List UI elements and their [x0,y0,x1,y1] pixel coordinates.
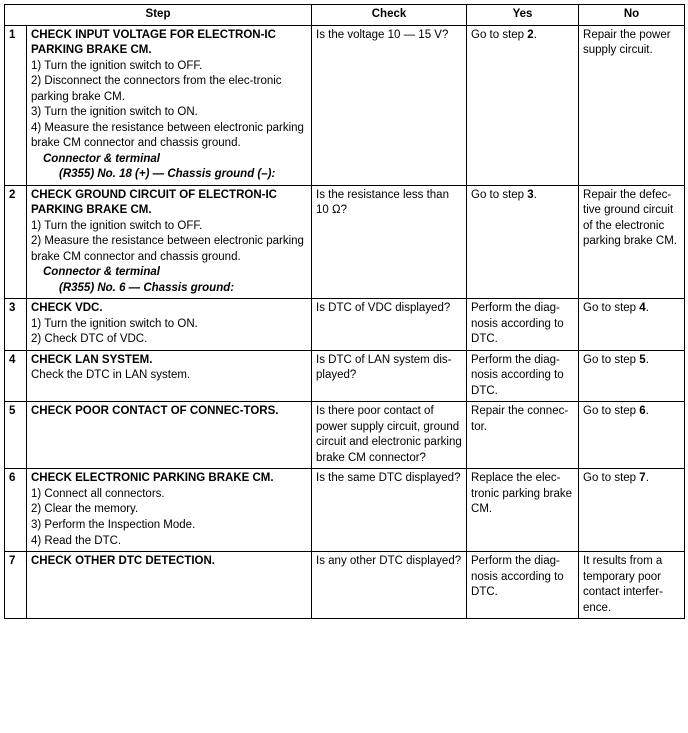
yes-cell: Perform the diag-nosis according to DTC. [467,552,579,619]
no-cell: Go to step 4. [579,299,685,351]
step-number: 5 [5,402,27,469]
table-row: 1CHECK INPUT VOLTAGE FOR ELECTRON-IC PAR… [5,25,685,185]
check-cell: Is the voltage 10 — 15 V? [312,25,467,185]
step-title: CHECK ELECTRONIC PARKING BRAKE CM. [31,472,274,484]
step-title: CHECK LAN SYSTEM. [31,354,152,366]
table-row: 2CHECK GROUND CIRCUIT OF ELECTRON-IC PAR… [5,185,685,299]
step-substep: 2) Clear the memory. [31,502,307,518]
connector-label: Connector & terminal [31,265,307,281]
check-cell: Is any other DTC displayed? [312,552,467,619]
connector-label: Connector & terminal [31,152,307,168]
step-title: CHECK GROUND CIRCUIT OF ELECTRON-IC PARK… [31,189,277,217]
table-row: 6 CHECK ELECTRONIC PARKING BRAKE CM. 1) Co… [5,469,685,552]
step-substep: 2) Measure the resistance between electr… [31,234,307,265]
header-no: No [579,5,685,26]
step-number: 7 [5,552,27,619]
step-number: 3 [5,299,27,351]
yes-cell: Replace the elec-tronic parking brake CM… [467,469,579,552]
no-cell: Go to step 7. [579,469,685,552]
step-substep: 3) Turn the ignition switch to ON. [31,105,307,121]
no-cell: Go to step 5. [579,350,685,402]
no-cell: It results from a temporary poor contact… [579,552,685,619]
step-cell: CHECK GROUND CIRCUIT OF ELECTRON-IC PARK… [27,185,312,299]
yes-cell: Go to step 3. [467,185,579,299]
check-cell: Is the resistance less than 10 Ω? [312,185,467,299]
step-substep: Check the DTC in LAN system. [31,368,307,384]
step-cell: CHECK POOR CONTACT OF CONNEC-TORS. [27,402,312,469]
step-number: 2 [5,185,27,299]
step-substep: 3) Perform the Inspection Mode. [31,518,307,534]
step-title: CHECK INPUT VOLTAGE FOR ELECTRON-IC PARK… [31,29,276,57]
step-cell: CHECK INPUT VOLTAGE FOR ELECTRON-IC PARK… [27,25,312,185]
step-substep: 1) Turn the ignition switch to OFF. [31,59,307,75]
step-substep: 1) Turn the ignition switch to ON. [31,317,307,333]
step-number: 6 [5,469,27,552]
no-cell: Repair the power supply circuit. [579,25,685,185]
step-cell: CHECK LAN SYSTEM. Check the DTC in LAN sy… [27,350,312,402]
step-substep: 2) Disconnect the connectors from the el… [31,74,307,105]
check-cell: Is DTC of LAN system dis-played? [312,350,467,402]
step-number: 1 [5,25,27,185]
connector-terminal: (R355) No. 18 (+) — Chassis ground (–): [31,167,307,183]
yes-cell: Repair the connec-tor. [467,402,579,469]
step-substep: 1) Connect all connectors. [31,487,307,503]
connector-terminal: (R355) No. 6 — Chassis ground: [31,281,307,297]
check-cell: Is the same DTC displayed? [312,469,467,552]
step-substep: 4) Measure the resistance between electr… [31,121,307,152]
check-cell: Is DTC of VDC displayed? [312,299,467,351]
step-cell: CHECK OTHER DTC DETECTION. [27,552,312,619]
table-row: 7 CHECK OTHER DTC DETECTION. Is any other … [5,552,685,619]
step-title: CHECK POOR CONTACT OF CONNEC-TORS. [31,405,278,417]
step-title: CHECK OTHER DTC DETECTION. [31,555,215,567]
table-row: 3 CHECK VDC. 1) Turn the ignition switch t… [5,299,685,351]
step-substep: 4) Read the DTC. [31,534,307,550]
header-check: Check [312,5,467,26]
check-cell: Is there poor contact of power supply ci… [312,402,467,469]
step-cell: CHECK ELECTRONIC PARKING BRAKE CM. 1) Con… [27,469,312,552]
step-cell: CHECK VDC. 1) Turn the ignition switch to… [27,299,312,351]
table-row: 5 CHECK POOR CONTACT OF CONNEC-TORS. Is th… [5,402,685,469]
step-substep: 1) Turn the ignition switch to OFF. [31,219,307,235]
step-substep: 2) Check DTC of VDC. [31,332,307,348]
header-step: Step [5,5,312,26]
diagnostic-table: Step Check Yes No 1CHECK INPUT VOLTAGE F… [4,4,685,619]
yes-cell: Perform the diag-nosis according to DTC. [467,299,579,351]
yes-cell: Go to step 2. [467,25,579,185]
header-yes: Yes [467,5,579,26]
no-cell: Go to step 6. [579,402,685,469]
table-row: 4 CHECK LAN SYSTEM. Check the DTC in LAN s… [5,350,685,402]
header-row: Step Check Yes No [5,5,685,26]
step-title: CHECK VDC. [31,302,103,314]
step-number: 4 [5,350,27,402]
yes-cell: Perform the diag-nosis according to DTC. [467,350,579,402]
no-cell: Repair the defec-tive ground circuit of … [579,185,685,299]
